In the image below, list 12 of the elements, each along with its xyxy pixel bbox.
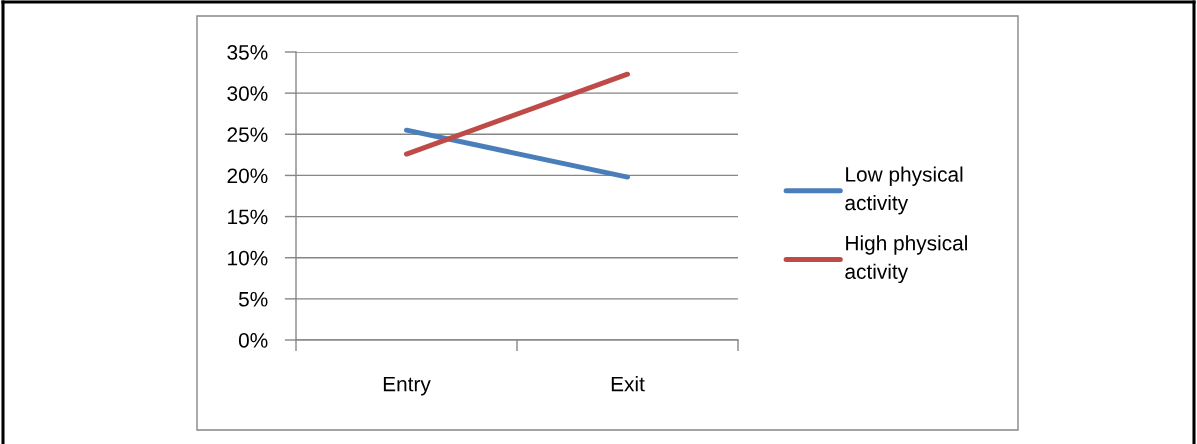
y-tick-label: 25% [227,127,268,143]
x-tick-label: Entry [383,376,431,396]
y-tick-label: 0% [238,333,268,348]
legend-label: High physical activity [845,235,967,284]
legend-label: Low physical activity [845,166,963,215]
y-tick-label: 15% [228,209,268,225]
y-tick-label: 30% [227,86,268,101]
y-tick-label: 5% [238,291,268,307]
y-tick-label: 20% [227,168,268,184]
y-tick-label: 10% [228,250,268,266]
x-tick-label: Exit [611,376,645,392]
y-tick-label: 35% [227,45,268,60]
